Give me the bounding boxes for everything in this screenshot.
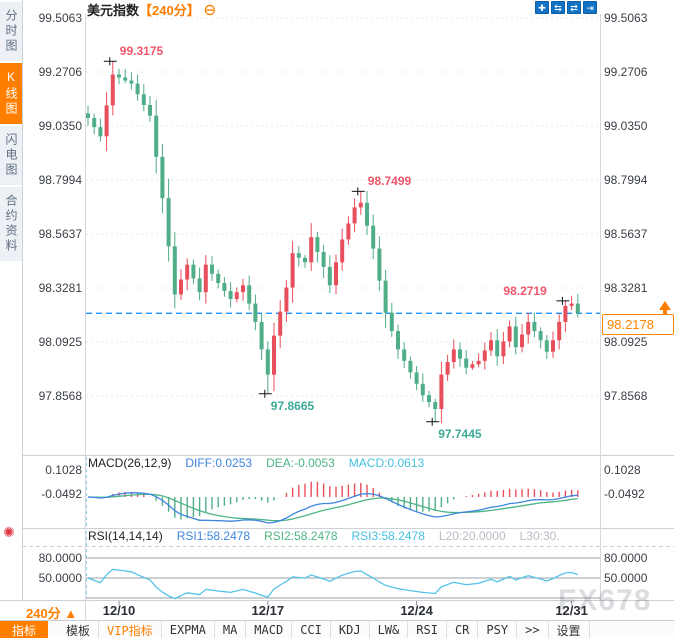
x-axis-date: 12/10 [102, 603, 136, 618]
pan-icon[interactable]: ✚ [535, 1, 549, 14]
chart-title: 美元指数【240分】 ⊖ [87, 0, 216, 19]
macd-axis-label: 0.1028 [604, 463, 641, 477]
toolbar-item-rsi[interactable]: RSI [408, 621, 447, 638]
price-axis-label: 98.7994 [38, 172, 82, 187]
toolbar-item-ma[interactable]: MA [215, 621, 247, 638]
expand-xaxis-icon[interactable]: ⇄ [567, 1, 581, 14]
period-selector-label: 240分 [26, 606, 61, 621]
rsi2-value: RSI2:58.2478 [264, 529, 338, 543]
current-price-box: 98.2178 [602, 314, 674, 335]
goto-latest-icon[interactable]: ⇥ [583, 1, 597, 14]
sidebar-tab-time-chart[interactable]: 分时图 [0, 2, 22, 61]
toolbar-item-psy[interactable]: PSY [478, 621, 518, 638]
macd-diff-value: DIFF:0.0253 [185, 456, 253, 470]
x-axis-date: 12/17 [251, 603, 285, 618]
price-axis-label: 99.5063 [38, 11, 82, 25]
price-axis-label: 99.2706 [38, 65, 82, 79]
chart-toolbar-icons: ✚ ⇆ ⇄ ⇥ [535, 1, 597, 14]
indicator-toolbar: 指标 模板 VIP指标 EXPMA MA MACD CCI KDJ LW& RSI CR PSY >> 设… [0, 620, 674, 638]
price-axis-label: 99.0350 [38, 119, 82, 133]
rsi-axis-label: 80.0000 [38, 551, 82, 565]
price-axis-label: 99.2706 [604, 65, 648, 79]
price-annotation: 99.3175 [119, 44, 164, 59]
sidebar-tab-contract-info[interactable]: 合约资料 [0, 187, 22, 261]
macd-value: MACD:0.0613 [348, 456, 425, 470]
collapse-circle-icon[interactable]: ⊖ [203, 3, 217, 18]
rsi-axis-label: 80.0000 [604, 551, 648, 565]
price-axis-label: 98.0925 [38, 334, 82, 349]
rsi-l30-value: L30:30. [519, 529, 560, 543]
toolbar-item-indicators[interactable]: 指标 [0, 621, 49, 638]
macd-axis-label: 0.1028 [45, 463, 82, 477]
macd-axis-label: -0.0492 [41, 487, 82, 501]
price-axis-label: 99.5063 [604, 11, 648, 25]
sidebar-tab-flash-chart[interactable]: 闪电图 [0, 126, 22, 185]
period-tag[interactable]: 【240分】 [139, 3, 200, 18]
chevron-up-icon: ▲ [64, 606, 78, 621]
rsi-axis-label: 50.0000 [38, 571, 82, 585]
toolbar-item-cci[interactable]: CCI [292, 621, 331, 638]
macd-axis-label: -0.0492 [604, 487, 645, 501]
toolbar-item-settings[interactable]: 设置 [549, 621, 590, 638]
price-axis-label: 99.0350 [604, 119, 648, 133]
toolbar-item-vip-indicators[interactable]: VIP指标 [99, 621, 162, 638]
price-axis-label: 98.0925 [604, 334, 648, 349]
compress-xaxis-icon[interactable]: ⇆ [551, 1, 565, 14]
rsi-title: RSI(14,14,14) [88, 529, 163, 543]
toolbar-item-cr[interactable]: CR [447, 621, 479, 638]
toolbar-item-macd[interactable]: MACD [246, 621, 293, 638]
macd-title: MACD(26,12,9) [88, 456, 172, 470]
period-selector[interactable]: 240分 ▲ [26, 603, 77, 622]
price-axis-label: 97.8568 [38, 388, 82, 403]
x-axis-date: 12/31 [555, 603, 588, 618]
toolbar-item-more[interactable]: >> [517, 621, 549, 638]
x-axis-date: 12/24 [400, 603, 433, 618]
price-annotation: 97.8665 [270, 398, 315, 413]
price-axis-label: 98.5637 [604, 227, 648, 241]
price-axis-label: 98.7994 [604, 172, 648, 187]
price-axis-label: 98.5637 [38, 227, 82, 241]
price-axis-label: 97.8568 [604, 388, 648, 403]
price-annotation: 98.7499 [367, 174, 412, 189]
chart-type-sidebar: 分时图 K线图 闪电图 合约资料 [0, 0, 23, 600]
sidebar-tab-kline-chart[interactable]: K线图 [0, 63, 22, 124]
macd-dea-value: DEA:-0.0053 [266, 456, 335, 470]
toolbar-item-templates[interactable]: 模板 [58, 621, 100, 638]
price-axis-label: 98.3281 [604, 280, 648, 295]
rsi3-value: RSI3:58.2478 [351, 529, 425, 543]
watermark: FX678 [558, 584, 652, 617]
hot-flare-icon: ✺ [3, 524, 15, 540]
price-annotation: 98.2719 [503, 283, 547, 298]
symbol-name: 美元指数 [87, 3, 140, 18]
toolbar-item-lwr[interactable]: LW& [370, 621, 409, 638]
price-annotation: 97.7445 [438, 426, 482, 441]
toolbar-item-kdj[interactable]: KDJ [331, 621, 370, 638]
rsi1-value: RSI1:58.2478 [176, 529, 251, 543]
rsi-axis-label: 50.0000 [604, 571, 648, 585]
macd-header: MACD(26,12,9) DIFF:0.0253 DEA:-0.0053 MA… [88, 456, 424, 470]
rsi-l20-value: L20:20.0000 [438, 529, 506, 543]
price-axis-label: 98.3281 [38, 280, 82, 295]
toolbar-item-expma[interactable]: EXPMA [162, 621, 215, 638]
rsi-header: RSI(14,14,14) RSI1:58.2478 RSI2:58.2478 … [88, 529, 560, 543]
